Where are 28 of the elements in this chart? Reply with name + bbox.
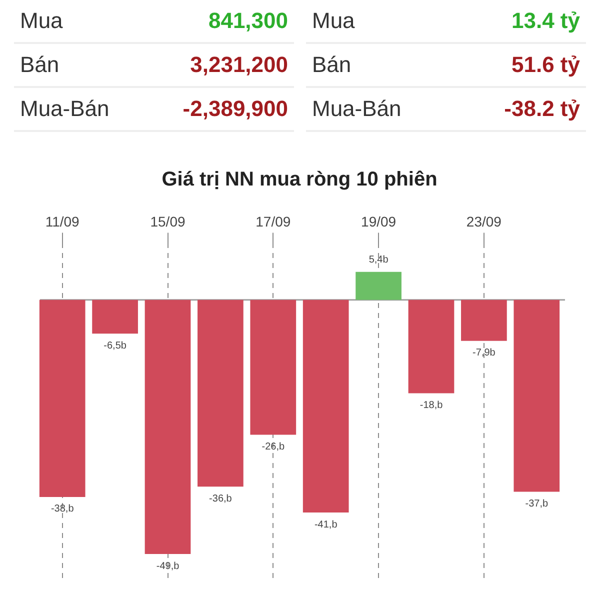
x-tick-label: 19/09 xyxy=(361,213,396,230)
text: 841,300 xyxy=(208,8,288,34)
data-label: -49,b xyxy=(156,560,180,572)
x-tick-label: 23/09 xyxy=(466,213,502,230)
text: -38.2 tỷ xyxy=(504,96,580,122)
data-label: -38,b xyxy=(50,504,74,515)
chart-title: Giá trị NN mua ròng 10 phiên xyxy=(162,168,438,191)
data-label: 5,4b xyxy=(368,254,389,266)
text: Bán xyxy=(20,52,60,78)
text: -2,389,900 xyxy=(182,96,288,122)
text: Bán xyxy=(312,52,352,78)
x-tick-label: 15/09 xyxy=(150,213,186,230)
data-label: -41,b xyxy=(314,519,338,530)
text: 51.6 tỷ xyxy=(512,52,580,78)
data-label: -26,b xyxy=(262,441,285,452)
text: Mua-Bán xyxy=(312,96,402,122)
text: 3,231,200 xyxy=(190,52,288,78)
text: Mua xyxy=(20,8,63,34)
data-label: -6,5b xyxy=(104,340,127,352)
text: 13.4 tỷ xyxy=(512,8,580,34)
data-label: -7,9b xyxy=(472,348,496,359)
text: Mua xyxy=(312,8,355,34)
x-tick-label: 17/09 xyxy=(256,213,291,230)
data-label: -36,b xyxy=(209,493,232,504)
data-label: -18,b xyxy=(420,400,444,411)
x-tick-label: 11/09 xyxy=(45,213,80,230)
data-label: -37,b xyxy=(525,498,548,510)
text: Mua-Bán xyxy=(20,96,110,122)
